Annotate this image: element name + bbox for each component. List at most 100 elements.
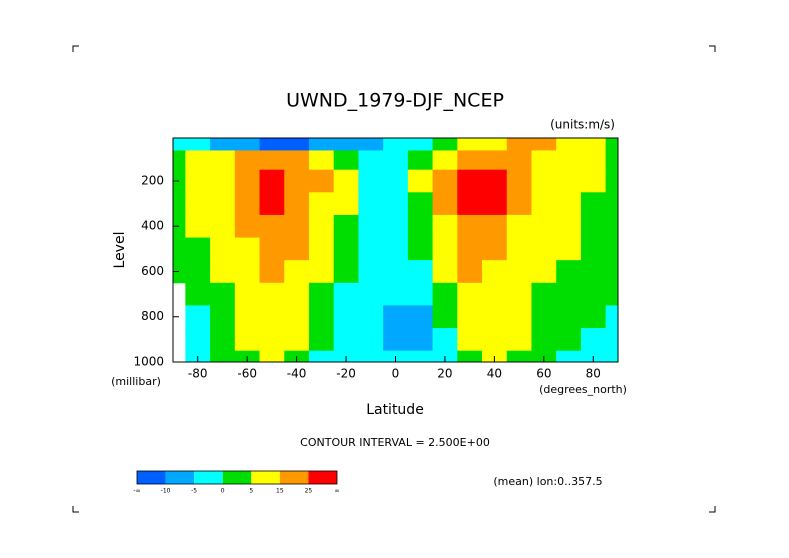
field-cell: [358, 305, 384, 329]
field-cell: [457, 150, 483, 171]
field-cell: [457, 169, 483, 193]
colorbar-swatch: [194, 471, 223, 484]
field-cell: [173, 214, 186, 239]
field-cell: [284, 237, 310, 261]
field-cell: [580, 192, 607, 216]
field-cell: [234, 150, 261, 171]
field-cell: [383, 192, 409, 216]
field-cell: [457, 192, 483, 216]
field-cell: [185, 260, 211, 284]
colorbar-swatch: [308, 471, 337, 484]
field-cell: [234, 237, 261, 261]
field-cell: [506, 214, 532, 239]
field-cell: [407, 328, 434, 352]
field-cell: [482, 138, 508, 151]
field-cell: [185, 214, 211, 239]
field-cell: [173, 150, 186, 171]
y-tick-label: 200: [141, 173, 164, 187]
field-cell: [580, 214, 607, 239]
field-cell: [308, 305, 335, 329]
field-cell: [210, 150, 236, 171]
x-tick-label: -20: [336, 367, 356, 381]
field-cell: [308, 138, 335, 151]
field-cell: [383, 260, 409, 284]
field-cell: [333, 214, 359, 239]
field-cell: [407, 305, 434, 329]
field-cell: [605, 150, 619, 171]
field-cell: [407, 192, 434, 216]
field-cell: [531, 192, 557, 216]
field-cell: [407, 150, 434, 171]
field-cell: [333, 328, 359, 352]
field-cell: [482, 328, 508, 352]
field-cell: [185, 328, 211, 352]
field-cell: [234, 214, 261, 239]
field-cell: [259, 192, 285, 216]
field-cell: [482, 150, 508, 171]
field-cell: [308, 350, 335, 363]
field-cell: [358, 169, 384, 193]
field-cell: [210, 305, 236, 329]
colorbar-label: 25: [305, 488, 313, 495]
y-tick-label: 400: [141, 219, 164, 233]
field-cell: [358, 328, 384, 352]
colorbar-swatch: [279, 471, 309, 484]
field-cell: [333, 138, 359, 151]
field-cell: [457, 214, 483, 239]
y-units: (millibar): [111, 375, 161, 388]
field-cell: [432, 214, 458, 239]
field-cell: [308, 169, 335, 193]
field-cell: [383, 150, 409, 171]
field-cell: [259, 150, 285, 171]
field-cell: [432, 150, 458, 171]
field-cell: [333, 169, 359, 193]
field-cell: [383, 169, 409, 193]
field-cell: [506, 150, 532, 171]
field-cell: [531, 169, 557, 193]
field-cell: [234, 192, 261, 216]
colorbar-label: 5: [249, 488, 253, 495]
corner-marks: [72, 45, 716, 513]
field-cell: [605, 237, 619, 261]
y-tick-label: 800: [141, 309, 164, 323]
field-cell: [173, 237, 186, 261]
field-cell: [556, 260, 582, 284]
x-tick-label: 40: [487, 367, 502, 381]
field-cell: [210, 169, 236, 193]
field-cell: [358, 192, 384, 216]
field-cell: [457, 282, 483, 306]
field-cell: [383, 328, 409, 352]
field-cell: [506, 282, 532, 306]
field-cell: [210, 260, 236, 284]
field-cell: [259, 138, 285, 151]
field-cell: [358, 150, 384, 171]
field-cell: [482, 214, 508, 239]
field-cell: [457, 138, 483, 151]
field-cell: [383, 138, 409, 151]
colorbar-swatch: [251, 471, 280, 484]
field-cell: [407, 237, 434, 261]
field-cell: [210, 328, 236, 352]
field-cell: [185, 138, 211, 151]
field-cell: [358, 350, 384, 363]
field-cell: [556, 214, 582, 239]
field-cell: [506, 328, 532, 352]
field-cell: [284, 169, 310, 193]
field-cell: [259, 214, 285, 239]
field-cell: [358, 282, 384, 306]
field-cell: [333, 282, 359, 306]
field-cell: [407, 282, 434, 306]
colorbar-label: 0: [221, 488, 225, 495]
field-cell: [173, 260, 186, 284]
field-cell: [531, 305, 557, 329]
chart-title: UWND_1979-DJF_NCEP: [286, 90, 504, 112]
x-tick-label: -60: [237, 367, 257, 381]
field-cell: [284, 150, 310, 171]
x-tick-label: 0: [392, 367, 400, 381]
field-cell: [482, 169, 508, 193]
field-cell: [308, 192, 335, 216]
x-units: (degrees_north): [539, 383, 627, 396]
footnote: (mean) lon:0..357.5: [493, 475, 602, 488]
field-cell: [457, 260, 483, 284]
field-cell: [531, 328, 557, 352]
